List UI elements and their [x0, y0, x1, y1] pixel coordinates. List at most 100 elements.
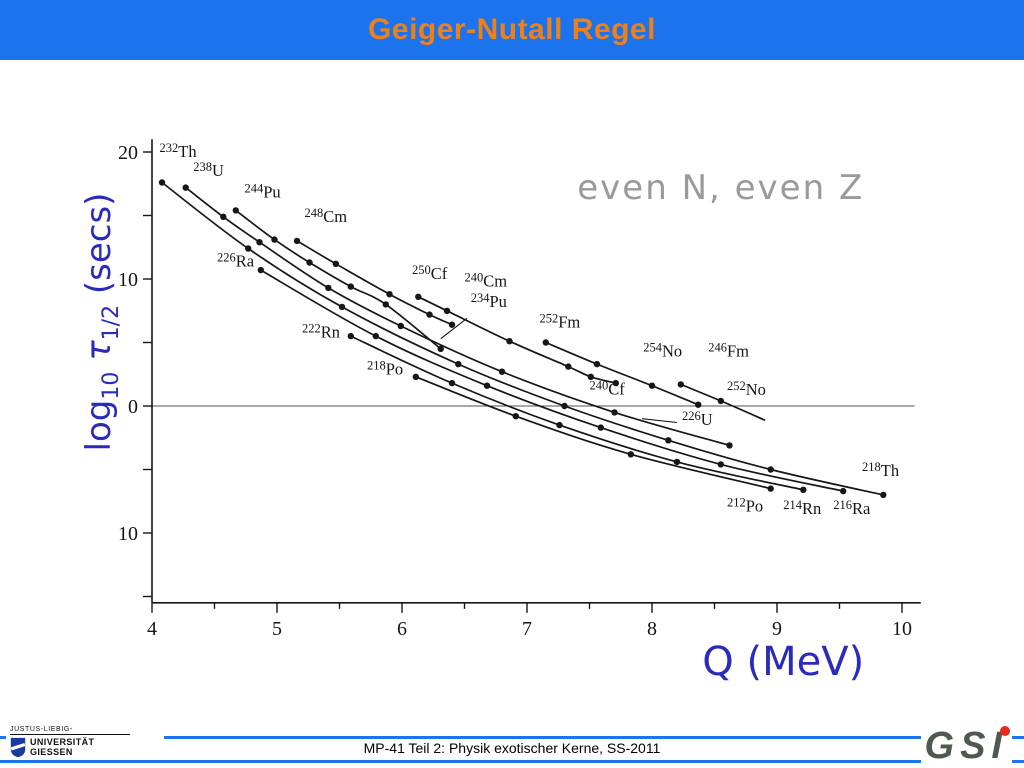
isotope-label: 244Pu: [245, 182, 281, 202]
chart-series: [412, 373, 774, 492]
chart-axes: 20 10 0 10 4 5 6 7 8 9 10: [118, 139, 921, 640]
y-tick-label: 10: [118, 269, 138, 291]
data-point: [271, 236, 278, 243]
isotope-label: 252Fm: [540, 311, 581, 331]
isotope-label: 240Cf: [590, 379, 626, 399]
isotope-label: 240Cm: [465, 271, 508, 291]
isotope-label: 238U: [193, 160, 224, 180]
chart-series: [542, 339, 702, 408]
data-point: [220, 213, 227, 220]
data-point: [293, 237, 301, 245]
data-point: [880, 491, 887, 499]
data-point: [717, 461, 724, 468]
y-tick-label: 10: [118, 523, 138, 545]
university-name-line1: UNIVERSITÄT: [30, 736, 95, 747]
data-point: [256, 239, 263, 246]
series-curve: [544, 341, 700, 406]
x-tick-label: 7: [522, 618, 532, 640]
footer-divider-top: [0, 736, 1024, 739]
y-tick-label: 20: [118, 142, 138, 164]
data-point: [800, 486, 807, 493]
isotope-label: 218Po: [367, 358, 403, 378]
data-point: [767, 485, 774, 492]
data-point: [498, 368, 506, 375]
data-point: [426, 311, 433, 318]
data-point: [542, 339, 549, 346]
slide-header: Geiger-Nutall Regel: [0, 0, 1024, 60]
label-leader-line: [440, 317, 468, 340]
x-tick-label: 4: [147, 618, 157, 640]
data-point: [561, 402, 568, 410]
data-point: [245, 245, 252, 252]
data-point: [437, 345, 444, 352]
x-axis-label: Q (MeV): [702, 639, 864, 685]
data-point: [587, 373, 594, 380]
data-point: [397, 322, 404, 330]
data-point: [455, 360, 462, 368]
isotope-label: 234Pu: [471, 291, 507, 311]
data-point: [677, 381, 684, 388]
y-tick-label: 0: [128, 396, 138, 418]
university-shield-icon: [10, 737, 26, 758]
data-point: [673, 458, 681, 466]
x-tick-label: 8: [647, 618, 657, 640]
data-point: [347, 283, 354, 290]
chart-annotation: even N, even Z: [577, 168, 864, 208]
chart-series: [415, 293, 619, 387]
label-leader-line: [641, 418, 678, 424]
chart-series: [677, 381, 766, 421]
university-logo-rule: [10, 734, 130, 735]
gsi-logo-red-dot: [1000, 726, 1010, 736]
data-point: [627, 451, 634, 458]
isotope-label: 252No: [727, 379, 766, 399]
isotope-label: 226Ra: [217, 250, 255, 270]
data-point: [415, 293, 422, 300]
data-point: [232, 207, 239, 214]
isotope-label: 222Rn: [302, 321, 340, 341]
series-curve: [161, 181, 885, 496]
university-name-line2: GIESSEN: [30, 746, 73, 757]
data-point: [840, 487, 847, 495]
data-point: [512, 413, 519, 420]
data-point: [412, 373, 419, 380]
data-point: [593, 360, 601, 368]
chart-series: [293, 237, 456, 328]
university-logo-line1: JUSTUS-LIEBIG-: [10, 726, 73, 733]
isotope-label: 216Ra: [833, 498, 871, 518]
data-point: [717, 397, 724, 405]
data-point: [565, 363, 572, 370]
isotope-label: 246Fm: [708, 340, 749, 360]
data-point: [612, 379, 619, 387]
gsi-logo-text: GSI: [924, 725, 1010, 767]
chart-series: [158, 179, 887, 499]
data-point: [347, 332, 354, 340]
data-point: [767, 466, 774, 473]
data-point: [695, 401, 702, 408]
series-curve: [259, 269, 845, 492]
geiger-nuttall-chart: 20 10 0 10 4 5 6 7 8 9 10 232Th 238U 244Pu 248Cm 226Ra 2…: [70, 100, 950, 715]
isotope-label: 254No: [643, 340, 682, 360]
data-point: [611, 409, 618, 416]
data-point: [306, 259, 313, 266]
isotope-label: 248Cm: [305, 206, 348, 226]
data-point: [325, 284, 332, 292]
data-point: [648, 382, 656, 389]
x-tick-label: 9: [772, 618, 782, 640]
chart-series: [257, 266, 847, 495]
data-point: [372, 332, 379, 340]
isotope-label: 218Th: [862, 460, 900, 480]
data-point: [338, 303, 346, 311]
data-point: [158, 179, 166, 186]
data-point: [382, 301, 389, 308]
data-point: [386, 291, 393, 298]
slide-title: Geiger-Nutall Regel: [368, 13, 656, 46]
isotope-label: 226U: [682, 409, 713, 429]
chart-series: [182, 184, 733, 449]
isotope-label: 212Po: [727, 495, 763, 515]
data-point: [448, 321, 456, 328]
footer-caption: MP-41 Teil 2: Physik exotischer Kerne, S…: [363, 740, 661, 756]
series-curve: [414, 375, 772, 490]
data-point: [597, 424, 604, 431]
data-point: [556, 421, 563, 429]
